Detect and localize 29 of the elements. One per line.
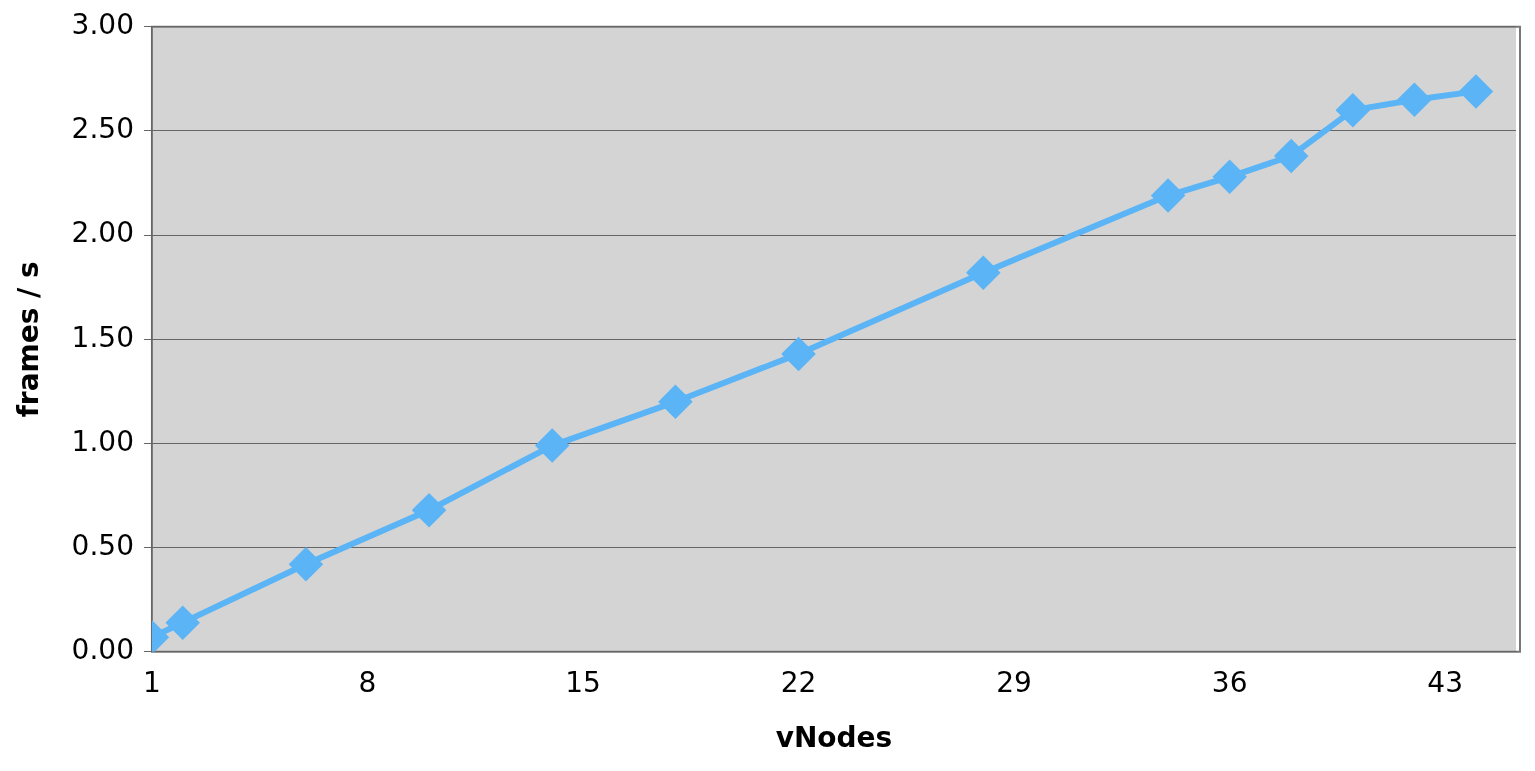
- point: [967, 256, 1000, 289]
- x-tick-label: 22: [780, 665, 817, 699]
- x-tick-label: 8: [358, 665, 377, 699]
- y-axis-title: frames / s: [12, 261, 46, 418]
- x-tick-label: 43: [1427, 665, 1463, 699]
- x-tick-label: 36: [1211, 665, 1248, 699]
- point: [536, 429, 569, 462]
- point: [1398, 83, 1431, 116]
- y-tick-label: 3.00: [71, 8, 134, 42]
- point: [1459, 75, 1492, 108]
- point: [289, 548, 322, 581]
- x-tick-label: 1: [143, 665, 161, 699]
- point: [1336, 94, 1369, 127]
- y-tick-label: 2.50: [71, 112, 134, 146]
- point: [1213, 160, 1246, 193]
- y-tick-label: 0.00: [71, 633, 134, 667]
- point: [1275, 139, 1308, 172]
- y-tick-label: 0.50: [71, 528, 134, 562]
- point: [166, 606, 199, 639]
- y-tick-label: 1.00: [71, 424, 134, 458]
- x-tick-label: 15: [565, 665, 601, 699]
- x-axis-title: vNodes: [775, 721, 893, 755]
- x-tick-label: 29: [996, 665, 1032, 699]
- point: [782, 337, 815, 370]
- point: [659, 385, 692, 418]
- point: [413, 494, 446, 527]
- y-tick-label: 2.00: [71, 216, 134, 250]
- y-tick-label: 1.50: [71, 320, 134, 354]
- point: [1152, 179, 1185, 212]
